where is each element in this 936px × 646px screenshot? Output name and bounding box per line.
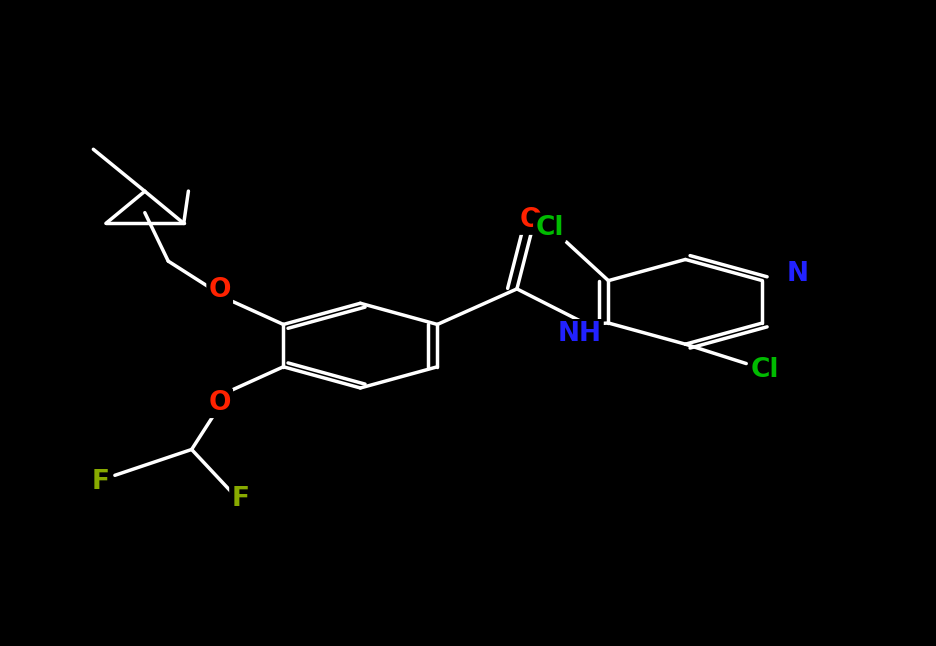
Text: Cl: Cl xyxy=(535,214,563,241)
Text: Cl: Cl xyxy=(751,357,779,383)
Text: F: F xyxy=(92,469,110,495)
Text: O: O xyxy=(209,277,231,303)
Text: N: N xyxy=(787,261,809,287)
Text: NH: NH xyxy=(558,321,602,347)
Text: F: F xyxy=(231,486,249,512)
Text: O: O xyxy=(519,207,542,233)
Text: O: O xyxy=(209,390,231,416)
